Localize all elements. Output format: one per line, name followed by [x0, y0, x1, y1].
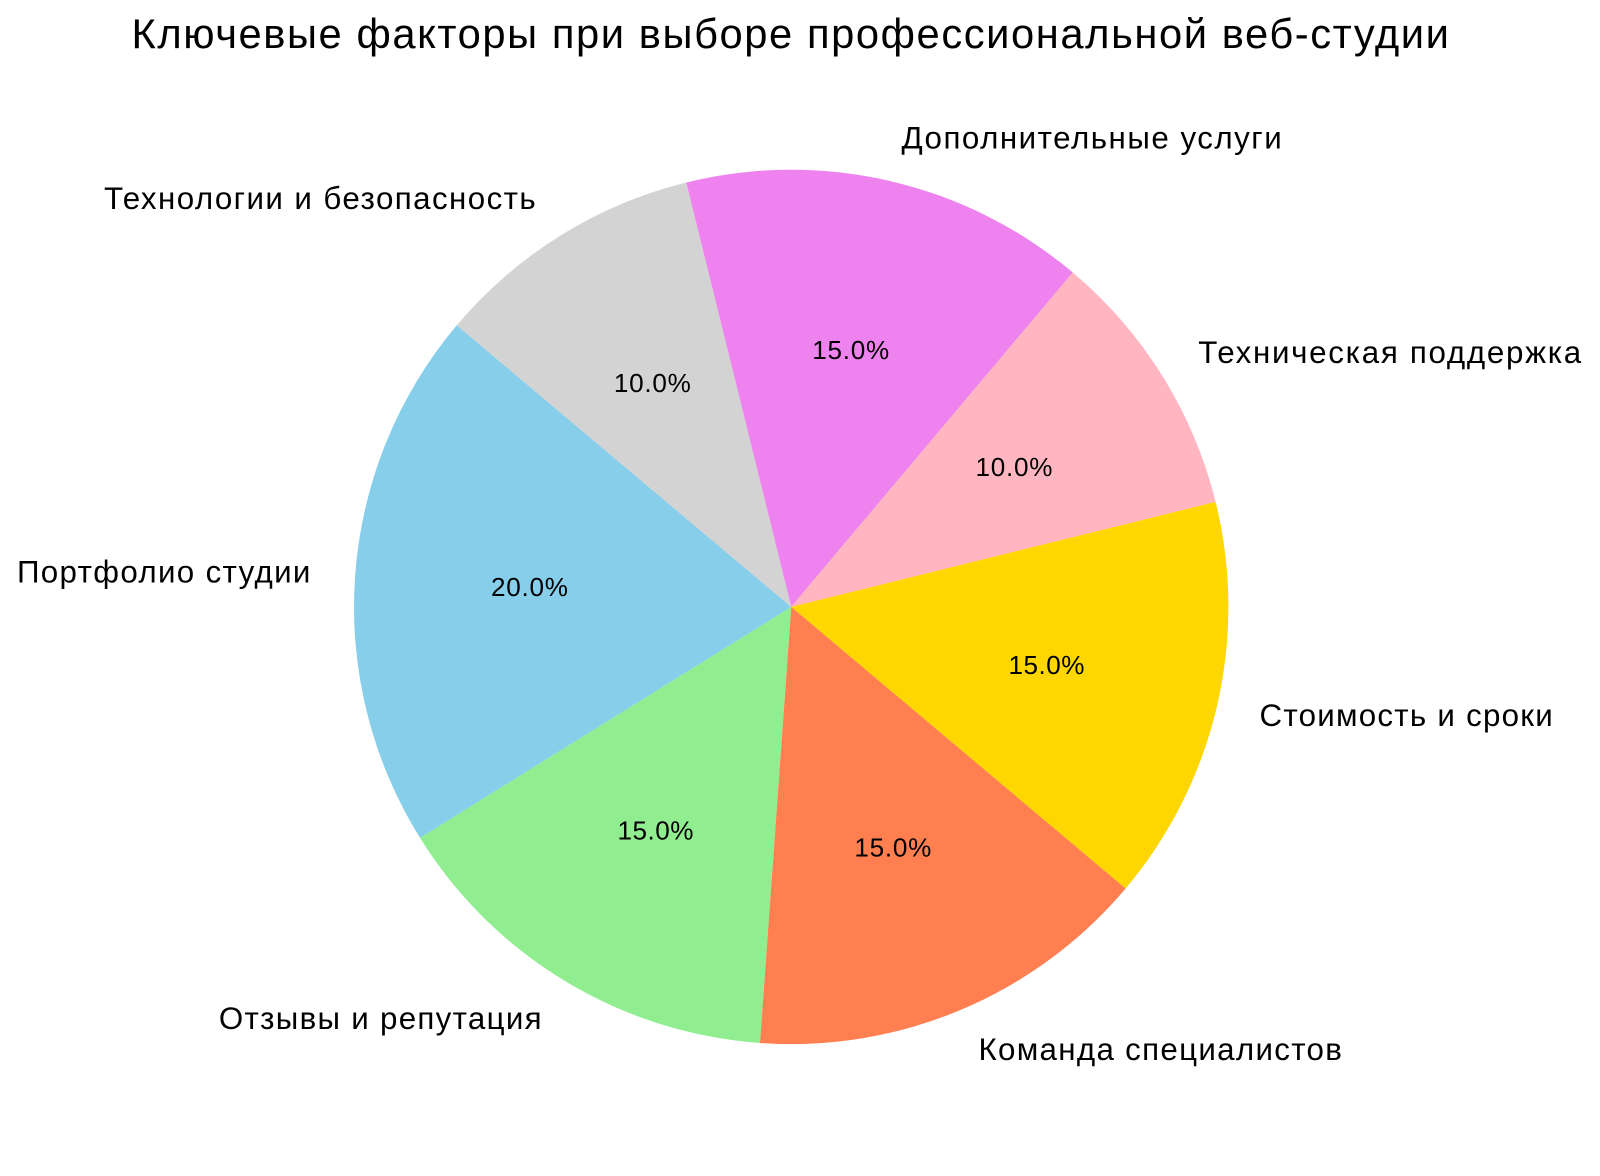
svg-text:Стоимость и сроки: Стоимость и сроки: [1260, 698, 1554, 733]
svg-text:Дополнительные услуги: Дополнительные услуги: [902, 121, 1284, 156]
svg-text:Технологии и безопасность: Технологии и безопасность: [104, 181, 537, 216]
svg-text:15.0%: 15.0%: [1008, 650, 1084, 680]
svg-text:10.0%: 10.0%: [614, 368, 692, 398]
svg-text:Отзывы и репутация: Отзывы и репутация: [219, 1001, 543, 1036]
svg-text:10.0%: 10.0%: [975, 452, 1053, 482]
svg-text:Команда специалистов: Команда специалистов: [978, 1032, 1343, 1067]
svg-text:15.0%: 15.0%: [812, 335, 890, 365]
svg-text:Ключевые факторы при выборе пр: Ключевые факторы при выборе профессионал…: [132, 10, 1451, 57]
svg-text:20.0%: 20.0%: [491, 572, 569, 602]
svg-text:15.0%: 15.0%: [617, 815, 694, 845]
svg-text:Портфолио студии: Портфолио студии: [17, 555, 312, 590]
svg-text:Техническая поддержка: Техническая поддержка: [1198, 335, 1583, 370]
svg-text:15.0%: 15.0%: [854, 832, 932, 862]
